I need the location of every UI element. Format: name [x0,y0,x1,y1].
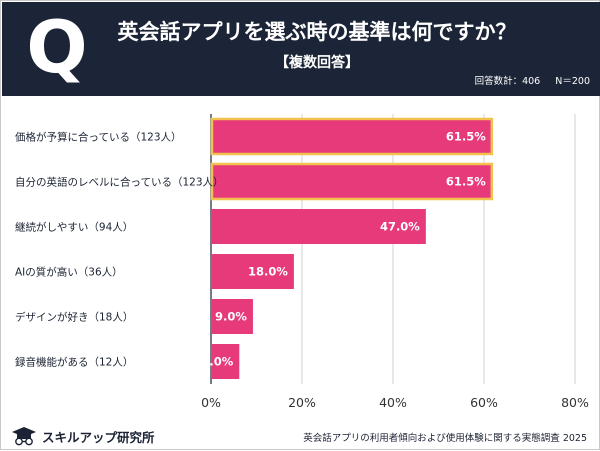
bar-value-label: 6.0% [201,355,233,369]
category-label: 録音機能がある（12人） [15,356,133,369]
x-tick-label: 40% [379,395,407,410]
bar [212,344,240,379]
brand-logo: スキルアップ研究所 [11,426,155,446]
total-answers: 回答数計：406 [474,76,541,87]
graduation-cap-icon [12,427,36,446]
bar [210,117,494,156]
category-label: AIの質が高い（36人） [15,266,123,279]
bar [212,209,426,244]
x-tick-label: 20% [288,395,316,410]
category-label: 自分の英語のレベルに合っている（123人） [15,176,224,189]
bar-value-label: 18.0% [248,265,288,279]
bar-value-label: 61.5% [446,130,486,144]
category-label: デザインが好き（18人） [15,311,133,324]
category-label: 継続がしやすい（94人） [15,221,133,234]
bar-value-label: 47.0% [380,220,420,234]
chart-subtitle: 【複数回答】 [275,55,359,71]
bar [210,162,494,201]
x-tick-label: 0% [201,395,221,410]
chart-title: 英会話アプリを選ぶ時の基準は何ですか？ [117,20,517,44]
q-logo-icon: Q [26,5,88,89]
x-tick-label: 60% [470,395,498,410]
category-labels: 価格が予算に合っている（123人） 自分の英語のレベルに合っている（123人） 継続… [15,131,224,369]
bar [212,299,253,334]
bars: 61.5% 61.5% 47.0% 18.0% 9.0% 6.0% [201,117,494,379]
grid-lines [210,114,576,384]
bar-value-label: 61.5% [446,175,486,189]
sample-size: N＝200 [555,76,590,87]
x-axis-ticks: 0% 20% 40% 60% 80% [201,395,589,410]
bar-value-label: 9.0% [215,310,247,324]
x-tick-label: 80% [561,395,589,410]
brand-name: スキルアップ研究所 [42,429,155,445]
category-label: 価格が予算に合っている（123人） [15,131,182,144]
source-note: 英会話アプリの利用者傾向および使用体験に関する実態調査 2025 [303,433,587,444]
header-banner: Q 英会話アプリを選ぶ時の基準は何ですか？ 【複数回答】 回答数計：406 N＝… [2,2,600,96]
bar [212,254,294,289]
response-counts: 回答数計：406 N＝200 [475,75,590,89]
